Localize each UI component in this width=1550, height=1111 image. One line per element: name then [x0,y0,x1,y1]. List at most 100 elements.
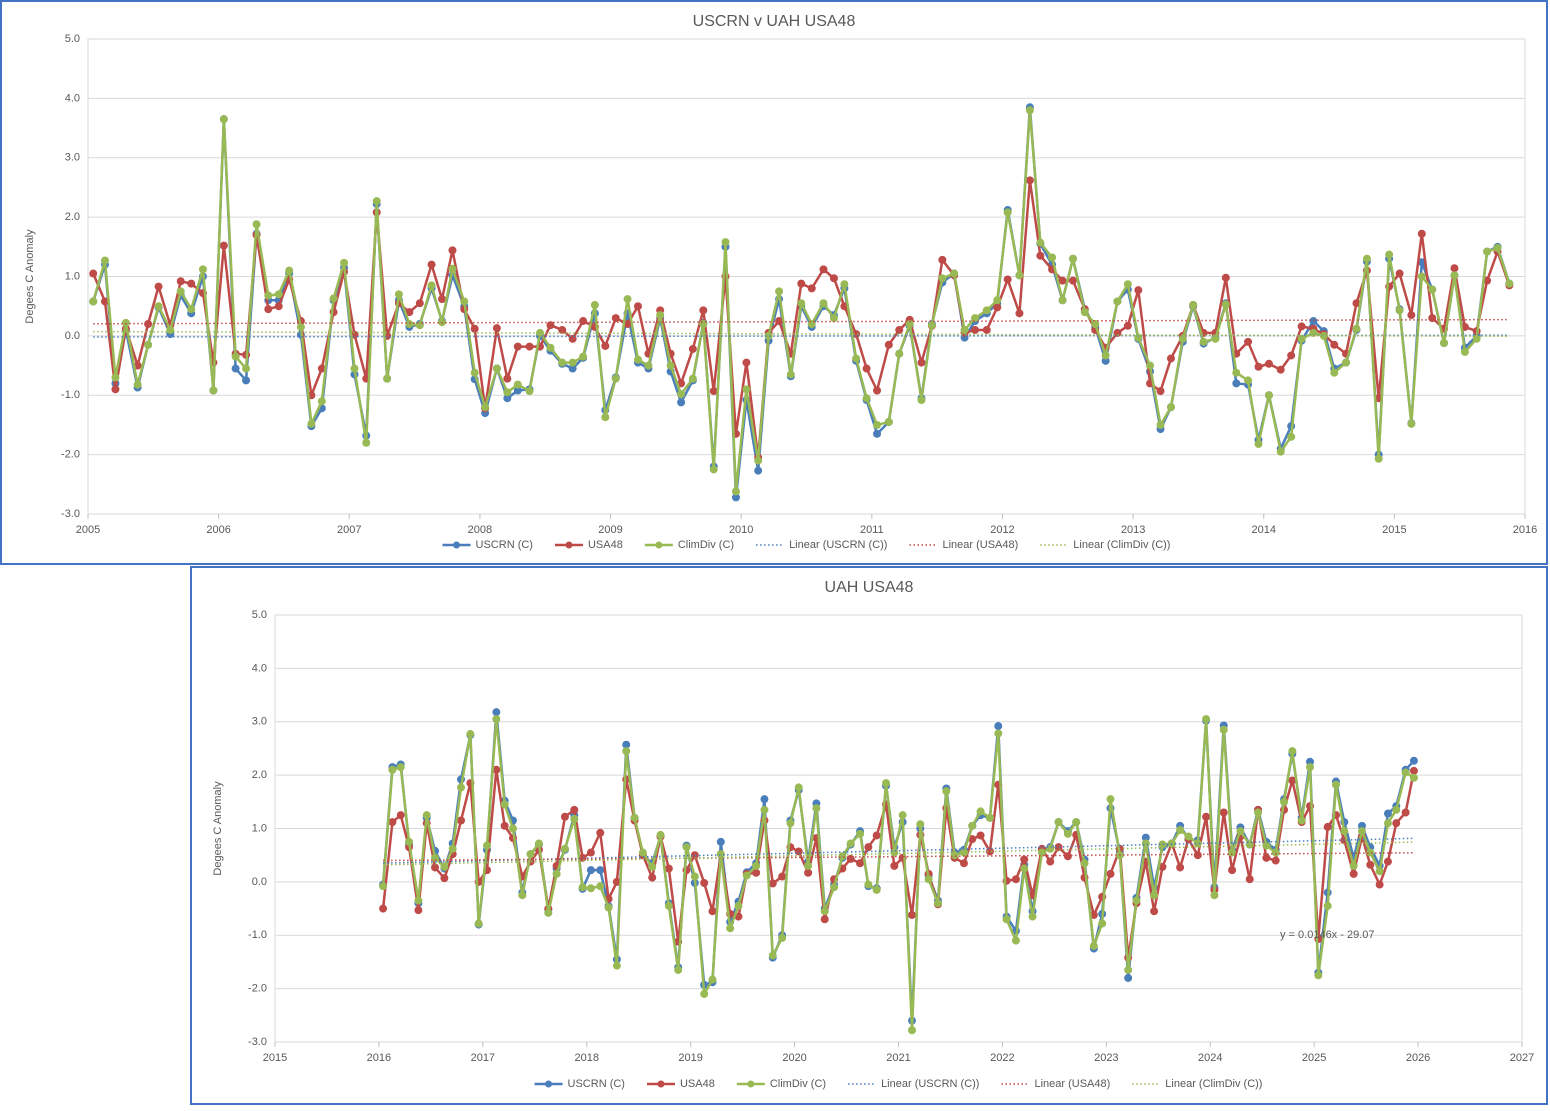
data-point [1309,328,1318,337]
data-point [1450,271,1459,280]
data-point [396,811,405,820]
data-point [716,837,725,846]
data-point [938,255,947,264]
data-point [383,374,392,383]
data-point [830,883,839,892]
data-point [760,795,769,804]
y-tick-label: -1.0 [248,929,267,941]
data-point [394,290,403,299]
data-point [1383,819,1392,828]
data-point [1011,936,1020,945]
data-point [1219,808,1228,817]
data-point [500,800,509,809]
data-point [664,864,673,873]
data-point [1236,827,1245,836]
y-tick-label: 2.0 [252,769,267,781]
x-tick-label: 2005 [76,524,100,536]
data-point [1101,351,1110,360]
data-point [908,1026,917,1035]
y-tick-label: -1.0 [61,389,80,401]
data-point [862,364,871,373]
data-point [1228,848,1237,857]
data-point [1176,826,1185,835]
data-point [154,282,163,291]
y-tick-label: 2.0 [65,211,80,223]
legend-label: ClimDiv (C) [678,539,734,551]
x-tick-label: 2007 [337,524,361,536]
plot-border [87,38,1526,515]
data-point [596,882,605,891]
data-point [1123,280,1132,289]
data-point [1306,763,1315,772]
data-point [829,274,838,283]
data-point [905,320,914,328]
data-point [976,831,985,840]
data-point [709,387,718,396]
data-point [1340,827,1349,836]
data-point [100,256,109,265]
data-point [794,783,803,792]
data-point [884,417,893,426]
data-point [604,903,613,912]
data-point [466,730,475,739]
data-point [1460,347,1469,356]
data-point [388,818,397,827]
data-point [1428,285,1437,294]
data-point [1417,272,1426,281]
data-point [862,394,871,403]
y-tick-label: 0.0 [252,876,267,888]
data-point [1156,420,1165,429]
data-point [674,965,683,974]
data-point [938,274,947,283]
x-tick-label: 2013 [1121,524,1145,536]
legend-marker [453,541,461,549]
data-point [1342,358,1351,367]
data-point [1046,844,1055,853]
data-point [448,264,457,273]
data-point [1141,839,1150,848]
data-point [1385,250,1394,259]
data-point [960,325,969,334]
y-tick-label: 5.0 [65,33,80,45]
data-point [457,816,466,825]
data-point [1068,254,1077,263]
data-point [1357,827,1366,836]
data-point [1202,812,1211,821]
data-point [1020,855,1029,864]
data-point [427,260,436,269]
data-point [448,246,457,255]
data-point [804,868,813,877]
data-point [895,325,904,334]
data-point [611,314,620,323]
data-point [968,821,977,830]
data-point [1264,359,1273,368]
data-point [296,322,305,331]
data-point [890,861,899,870]
data-point [1254,808,1263,817]
data-point [971,314,980,323]
data-point [633,355,642,364]
data-point [1232,379,1241,388]
data-point [558,358,567,367]
data-point [656,311,665,320]
legend-label: USCRN (C) [476,539,533,551]
data-point [1113,328,1122,337]
data-point [1297,322,1306,331]
data-point [1003,208,1012,217]
data-point [492,715,501,724]
data-point [474,919,483,928]
x-tick-label: 2016 [1513,524,1537,536]
data-point [1068,276,1077,285]
data-point [829,314,838,323]
data-point [1046,857,1055,866]
data-point [1184,832,1193,841]
data-point [1375,880,1384,889]
data-point [1409,756,1418,765]
data-point [525,342,534,351]
data-point [274,302,283,311]
data-point [525,387,534,396]
data-point [1262,853,1271,862]
data-point [601,341,610,350]
data-point [820,915,829,924]
data-point [1166,403,1175,412]
